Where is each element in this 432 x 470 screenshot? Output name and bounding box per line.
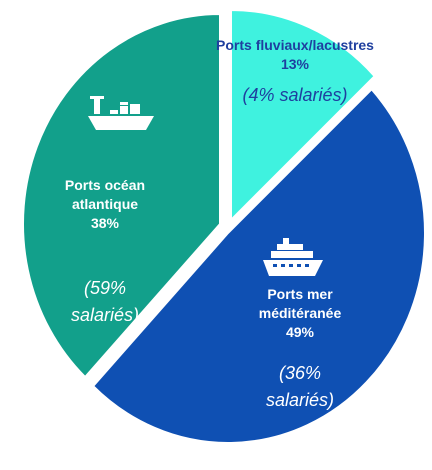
pie-slice	[91, 87, 426, 444]
pie-slice	[230, 8, 376, 223]
slice-label: Ports fluviaux/lacustres 13% (4% salariés)	[170, 36, 420, 109]
value-label: 38%	[90, 214, 120, 231]
value-label: 49%	[285, 323, 315, 340]
slice-label: Ports mer méditéranée 49% (36% salariés)	[215, 285, 385, 414]
label-block: Ports océan atlantique 38% (59% salariés)	[25, 176, 185, 329]
slice-label: Ports océan atlantique 38% (59% salariés)	[25, 176, 185, 329]
note-label: (4% salariés)	[242, 84, 348, 105]
pie-slice	[22, 12, 221, 379]
label-block: Ports fluviaux/lacustres 13% (4% salariés)	[170, 36, 420, 109]
category-label: Ports mer méditéranée	[258, 286, 342, 321]
label-block: Ports mer méditéranée 49% (36% salariés)	[215, 285, 385, 414]
category-label: Ports océan atlantique	[64, 177, 146, 212]
ship-icons	[88, 96, 323, 276]
note-label: (59% salariés)	[70, 277, 140, 325]
category-label: Ports fluviaux/lacustres	[216, 37, 374, 53]
value-label: 13%	[280, 55, 310, 72]
note-label: (36% salariés)	[265, 362, 335, 410]
